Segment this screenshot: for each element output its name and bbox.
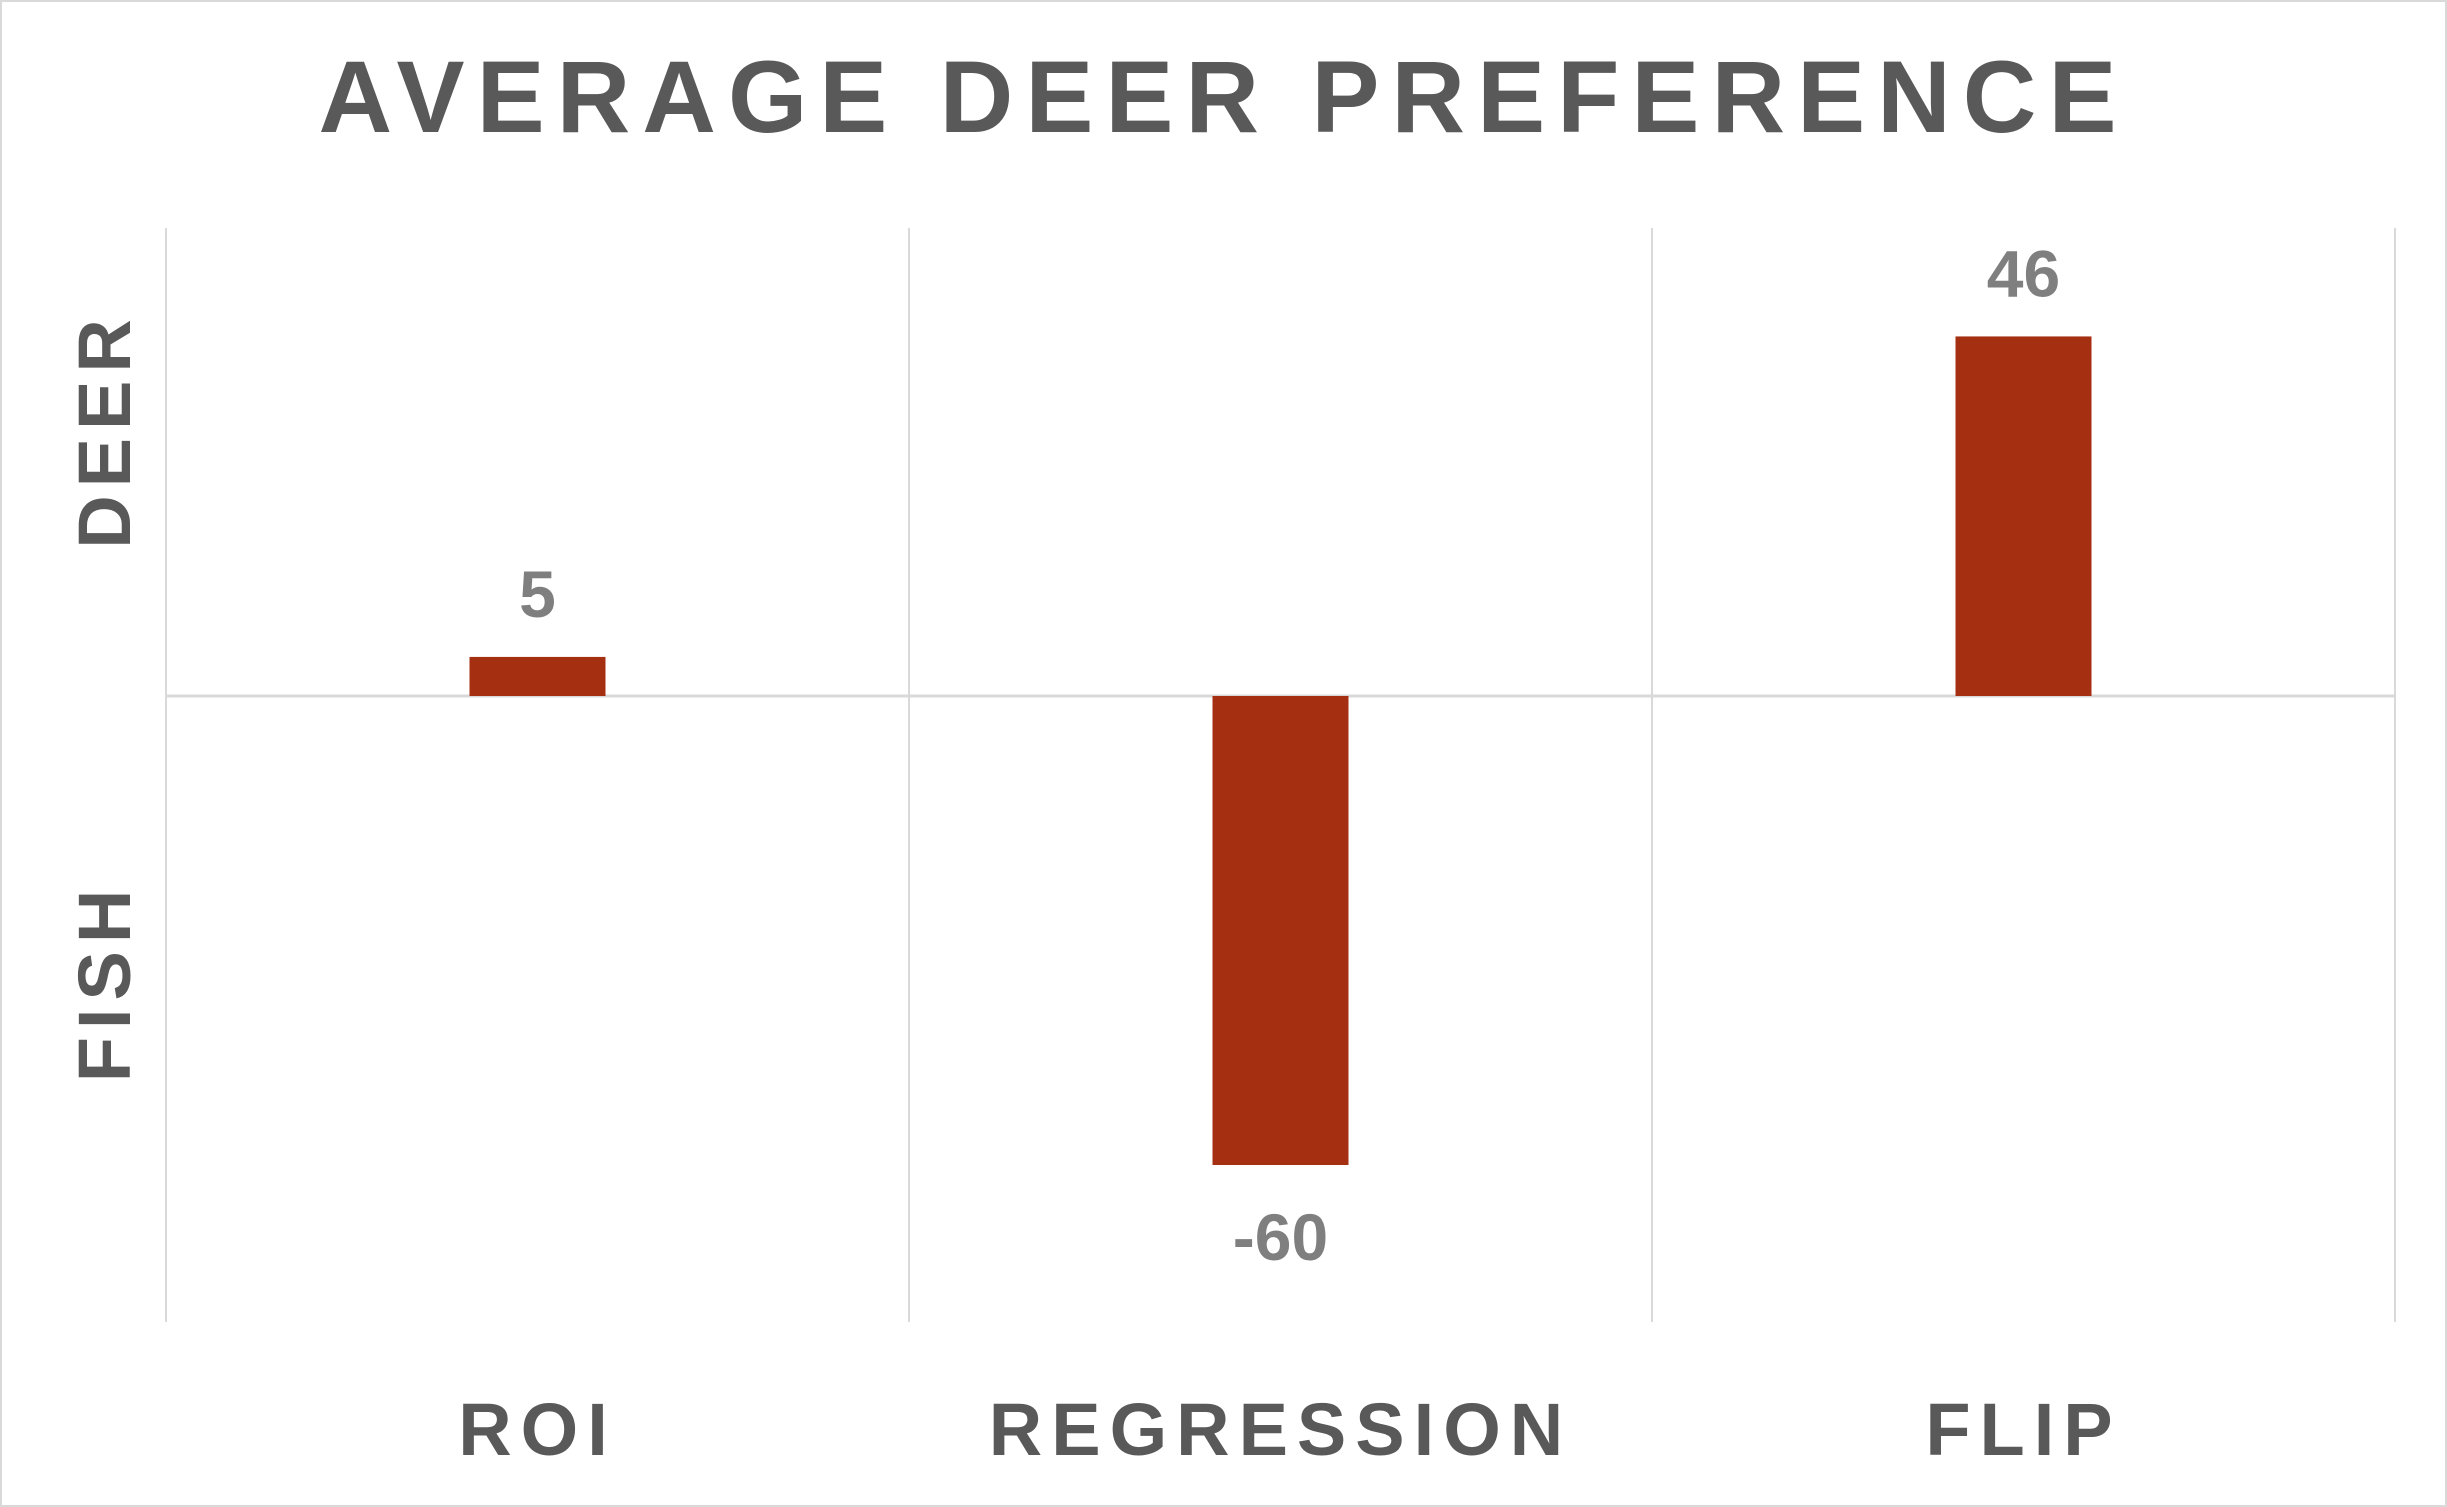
data-label-roi: 5 — [519, 557, 556, 631]
category-label-flip: FLIP — [1925, 1388, 2121, 1471]
bar-flip — [1955, 336, 2092, 696]
data-label-regression: -60 — [1233, 1200, 1328, 1274]
category-labels: ROI REGRESSION FLIP — [458, 1388, 2121, 1471]
y-axis-label-deer: DEER — [63, 311, 146, 549]
data-label-flip: 46 — [1987, 236, 2060, 310]
chart-title: AVERAGE DEER PREFERENCE — [318, 40, 2129, 154]
category-label-regression: REGRESSION — [989, 1388, 1572, 1471]
data-labels: 5 -60 46 — [519, 236, 2060, 1274]
category-label-roi: ROI — [458, 1388, 617, 1471]
y-axis-label-fish: FISH — [63, 882, 146, 1083]
bar-series — [469, 336, 2092, 1165]
bar-roi — [469, 656, 606, 696]
bar-regression — [1212, 696, 1349, 1165]
